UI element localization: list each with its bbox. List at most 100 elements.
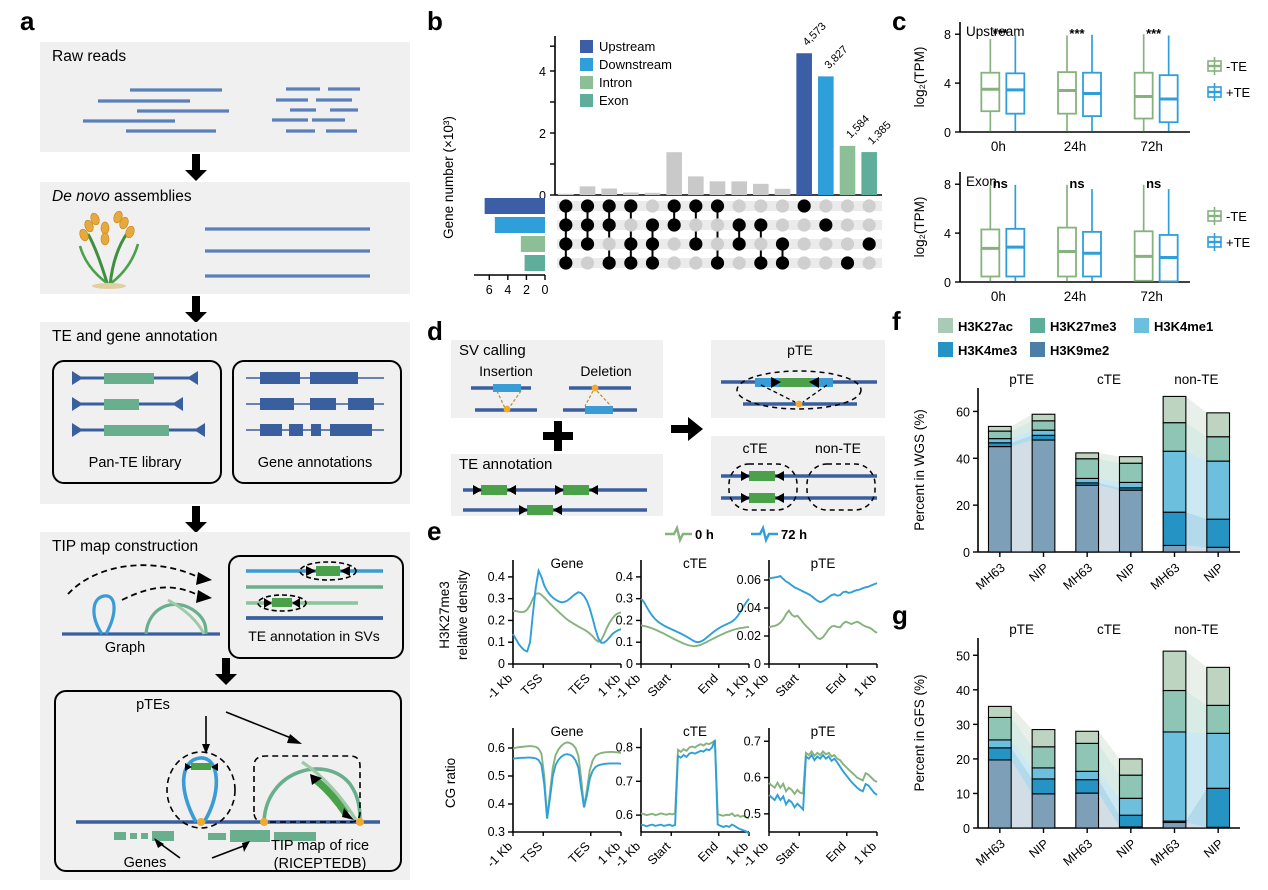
tip-map-art bbox=[76, 711, 380, 859]
upset-dot bbox=[645, 199, 660, 213]
svg-text:NIP: NIP bbox=[1114, 837, 1139, 861]
bar bbox=[644, 192, 661, 195]
stack-segment bbox=[1206, 732, 1231, 789]
upset-dot bbox=[840, 218, 855, 232]
svg-text:0.1: 0.1 bbox=[616, 635, 633, 649]
svg-text:0.02: 0.02 bbox=[737, 629, 761, 643]
ribbon bbox=[1098, 771, 1120, 816]
rice-plant-icon bbox=[78, 210, 140, 289]
stack-segment bbox=[987, 759, 1012, 829]
svg-text:TSS: TSS bbox=[518, 839, 545, 866]
svg-text:0.8: 0.8 bbox=[616, 741, 633, 755]
bar bbox=[558, 193, 574, 195]
graph-label: Graph bbox=[104, 640, 146, 656]
upset-dot bbox=[645, 256, 660, 270]
stack-segment bbox=[1162, 395, 1187, 424]
svg-text:0.6: 0.6 bbox=[488, 741, 505, 755]
te-annotation-title: TE annotation bbox=[459, 456, 553, 473]
svg-text:0: 0 bbox=[542, 283, 549, 297]
upset-dot bbox=[602, 199, 616, 213]
panel-b: b 0 2 4 Gene number (×10³) 4,573 3,827 1,584 1,… bbox=[425, 0, 894, 320]
panel-a: a Raw reads De novo assemblies bbox=[0, 0, 425, 890]
ribbon bbox=[1011, 420, 1033, 439]
svg-text:Intron: Intron bbox=[599, 75, 632, 90]
svg-text:ns: ns bbox=[1069, 176, 1084, 191]
upset-dot bbox=[710, 237, 725, 251]
svg-text:0: 0 bbox=[944, 276, 951, 290]
svg-text:pTE: pTE bbox=[1009, 622, 1034, 637]
upset-dot bbox=[559, 237, 573, 251]
panel-c-boxplots: 0 4 8 log₂(TPM) Upstream 0h *** 24h *** 72h *** -TE… bbox=[912, 22, 1251, 304]
gene-annotations-art bbox=[246, 372, 384, 436]
series-line bbox=[640, 624, 750, 648]
ribbon bbox=[1011, 706, 1033, 747]
series-line bbox=[768, 575, 878, 604]
upset-dot bbox=[819, 218, 833, 232]
stack-segment bbox=[987, 425, 1012, 432]
stack-segment bbox=[1118, 758, 1143, 776]
panel-c-label: c bbox=[892, 6, 907, 36]
bar bbox=[839, 145, 856, 195]
upset-dot bbox=[819, 199, 833, 213]
bar bbox=[731, 181, 747, 195]
stack-segment bbox=[1118, 774, 1143, 799]
arrow-3-icon bbox=[185, 506, 207, 533]
ribbon bbox=[1185, 822, 1207, 828]
svg-text:non-TE: non-TE bbox=[1174, 622, 1218, 637]
svg-text:relative density: relative density bbox=[455, 570, 470, 660]
svg-text:-TE: -TE bbox=[1226, 59, 1247, 74]
upset-dot bbox=[732, 199, 746, 213]
bar bbox=[601, 188, 617, 195]
svg-text:4,573: 4,573 bbox=[801, 20, 829, 48]
box bbox=[1133, 230, 1154, 282]
bar bbox=[774, 188, 791, 195]
upset-dot bbox=[754, 237, 768, 251]
box bbox=[1057, 71, 1077, 115]
svg-text:24h: 24h bbox=[1064, 289, 1087, 304]
ribbon bbox=[1011, 759, 1033, 828]
box bbox=[980, 71, 1001, 113]
svg-text:0.2: 0.2 bbox=[488, 613, 505, 627]
svg-text:6: 6 bbox=[486, 283, 493, 297]
stack-segment bbox=[987, 430, 1012, 440]
legend-swatch bbox=[938, 342, 953, 357]
ribbon bbox=[1011, 430, 1033, 443]
svg-text:72h: 72h bbox=[1140, 139, 1163, 154]
svg-text:0.06: 0.06 bbox=[737, 573, 761, 587]
stack-segment bbox=[987, 705, 1012, 719]
svg-text:4: 4 bbox=[504, 283, 511, 297]
stack-segment bbox=[1206, 518, 1231, 548]
svg-text:log₂(TPM): log₂(TPM) bbox=[912, 47, 927, 108]
bar bbox=[623, 192, 639, 195]
assemblies-title-rest: assemblies bbox=[109, 188, 192, 205]
upset-dot bbox=[754, 256, 768, 270]
bar bbox=[688, 176, 704, 195]
stack-segment bbox=[1162, 450, 1187, 513]
upset-dot bbox=[689, 218, 703, 232]
stack-segment bbox=[1206, 666, 1231, 706]
stack-segment bbox=[1031, 778, 1056, 795]
arrow-2-icon bbox=[185, 296, 207, 323]
stack-segment bbox=[1075, 730, 1100, 744]
ribbon bbox=[1011, 435, 1033, 447]
gene-annotations-label: Gene annotations bbox=[257, 455, 373, 471]
step-annotation-title: TE and gene annotation bbox=[52, 328, 218, 345]
upset-dot bbox=[710, 256, 725, 270]
stack-segment bbox=[1162, 821, 1187, 829]
svg-text:0: 0 bbox=[539, 189, 546, 203]
stack-segment bbox=[1075, 779, 1100, 794]
panel-f-stacked-bars: 0 20 40 60 Percent in WGS (%) MH63 NIP MH63 NIP M… bbox=[912, 318, 1240, 593]
stack-segment bbox=[1075, 484, 1100, 553]
box bbox=[1133, 71, 1154, 120]
svg-text:Exon: Exon bbox=[966, 174, 997, 189]
svg-text:0: 0 bbox=[963, 546, 970, 560]
stack-segment bbox=[1031, 420, 1056, 431]
stack-segment bbox=[1075, 770, 1100, 781]
svg-text:non-TE: non-TE bbox=[1174, 372, 1218, 387]
ribbon bbox=[1098, 478, 1120, 488]
upset-dot bbox=[559, 256, 573, 270]
svg-text:0.04: 0.04 bbox=[737, 601, 761, 615]
svg-text:1 Kb: 1 Kb bbox=[851, 839, 879, 867]
svg-text:End: End bbox=[695, 839, 721, 865]
